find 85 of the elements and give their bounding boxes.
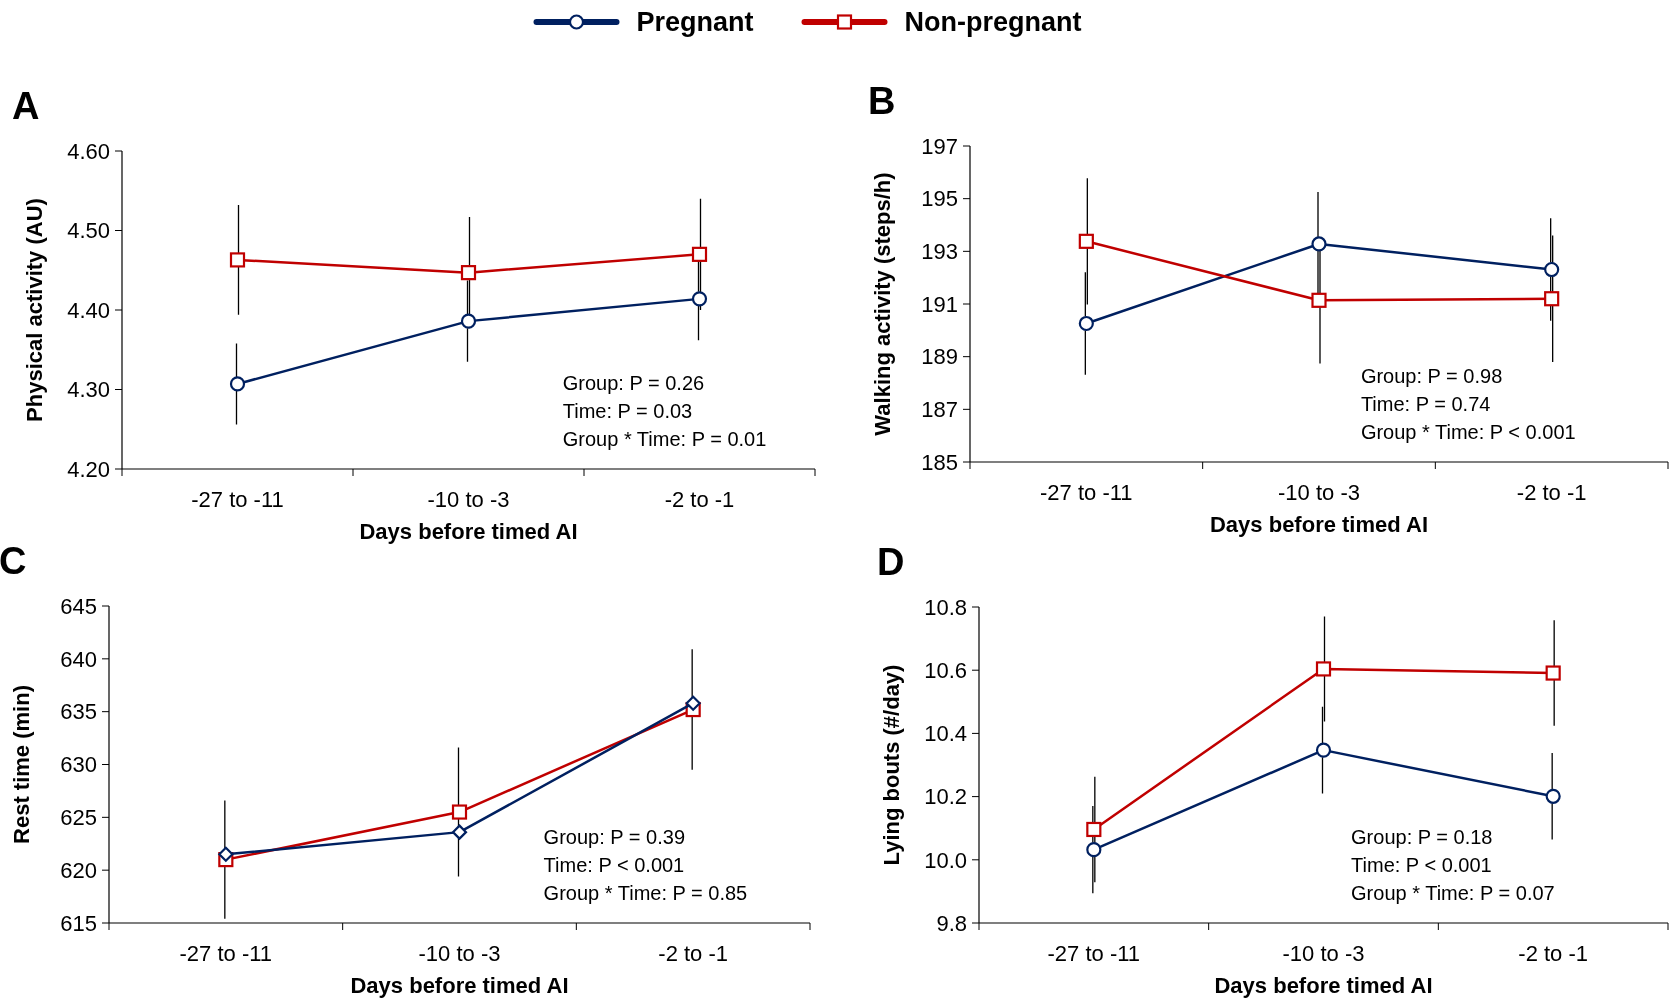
- y-tick-label: 615: [60, 910, 97, 936]
- y-tick-label: 645: [60, 593, 97, 619]
- x-tick-label: -10 to -3: [1278, 480, 1360, 505]
- chart-title: B: [868, 80, 896, 122]
- x-tick-label: -27 to -11: [179, 941, 273, 966]
- x-tick-label: -2 to -1: [658, 941, 729, 966]
- point: [1078, 315, 1094, 332]
- annotation: Time: P < 0.001: [543, 853, 685, 876]
- point: [1315, 661, 1332, 677]
- x-axis-title: Days before timed AI: [1214, 973, 1433, 998]
- y-tick-label: 197: [921, 133, 958, 159]
- x-axis-title: Days before timed AI: [359, 519, 578, 544]
- annotation: Group * Time: P = 0.01: [562, 427, 767, 450]
- point: [460, 265, 477, 281]
- chart-title: A: [12, 85, 40, 127]
- point: [1545, 788, 1561, 804]
- x-tick-label: -27 to -11: [1040, 480, 1133, 505]
- point: [685, 695, 701, 711]
- point: [229, 252, 246, 268]
- x-tick-label: -27 to -11: [191, 487, 284, 512]
- point: [1544, 261, 1560, 278]
- point: [1311, 236, 1327, 252]
- annotation: Group: P = 0.39: [543, 825, 686, 848]
- annotation: Time: P < 0.001: [1351, 854, 1492, 876]
- y-tick-label: 195: [921, 186, 958, 212]
- legend-label: Non-pregnant: [904, 7, 1082, 38]
- annotation: Group * Time: P < 0.001: [1360, 421, 1576, 443]
- y-tick-label: 187: [921, 397, 958, 423]
- annotation: Group * Time: P = 0.85: [543, 881, 748, 904]
- chart-title: D: [877, 541, 905, 583]
- y-tick-label: 189: [921, 344, 958, 370]
- y-tick-label: 10.0: [924, 847, 967, 873]
- y-tick-label: 193: [921, 239, 958, 265]
- y-tick-label: 4.40: [67, 297, 110, 323]
- x-tick-label: -2 to -1: [664, 487, 735, 512]
- y-tick-label: 625: [60, 805, 97, 831]
- annotation: Group: P = 0.98: [1360, 365, 1503, 387]
- point: [1311, 292, 1327, 308]
- x-tick-label: -10 to -3: [427, 487, 510, 512]
- y-axis-title: Lying bouts (#/day): [879, 664, 904, 866]
- point: [1544, 291, 1560, 307]
- point: [229, 376, 246, 392]
- point: [460, 313, 477, 329]
- y-tick-label: 4.20: [67, 456, 110, 482]
- point: [1086, 842, 1102, 858]
- x-axis-title: Days before timed AI: [1209, 512, 1429, 537]
- annotation: Group * Time: P = 0.07: [1351, 882, 1555, 904]
- point: [1315, 742, 1332, 758]
- y-tick-label: 4.30: [67, 377, 110, 403]
- x-tick-label: -10 to -3: [1282, 941, 1365, 966]
- point: [1545, 665, 1561, 681]
- y-tick-label: 4.50: [67, 218, 110, 244]
- y-tick-label: 9.8: [936, 910, 967, 936]
- y-axis-title: Rest time (min): [9, 685, 34, 844]
- chart-title: C: [0, 540, 27, 582]
- annotation: Time: P = 0.03: [562, 399, 693, 422]
- x-tick-label: -10 to -3: [418, 941, 501, 966]
- y-axis-title: Walking activity (steps/h): [870, 172, 895, 436]
- legend-label: Pregnant: [636, 7, 754, 38]
- annotation: Time: P = 0.74: [1360, 393, 1491, 415]
- y-tick-label: 191: [921, 291, 958, 317]
- y-tick-label: 640: [60, 646, 97, 672]
- x-axis-title: Days before timed AI: [350, 973, 569, 998]
- point: [691, 246, 708, 262]
- annotation: Group: P = 0.18: [1351, 826, 1493, 848]
- point: [1086, 821, 1102, 838]
- y-tick-label: 620: [60, 857, 97, 883]
- y-tick-label: 185: [921, 449, 958, 475]
- x-tick-label: -2 to -1: [1516, 480, 1587, 505]
- point: [1078, 233, 1094, 249]
- y-tick-label: 10.2: [924, 784, 967, 810]
- point: [451, 824, 468, 840]
- y-tick-label: 635: [60, 699, 97, 725]
- y-tick-label: 10.6: [924, 657, 967, 683]
- y-tick-label: 10.8: [924, 594, 967, 620]
- y-tick-label: 630: [60, 752, 97, 778]
- point: [218, 846, 234, 862]
- point: [451, 804, 468, 820]
- y-tick-label: 4.60: [67, 138, 110, 164]
- x-tick-label: -27 to -11: [1047, 941, 1141, 966]
- annotation: Group: P = 0.26: [562, 371, 705, 394]
- y-axis-title: Physical activity (AU): [22, 198, 47, 422]
- point: [691, 291, 708, 307]
- y-tick-label: 10.4: [924, 721, 967, 747]
- x-tick-label: -2 to -1: [1518, 941, 1589, 966]
